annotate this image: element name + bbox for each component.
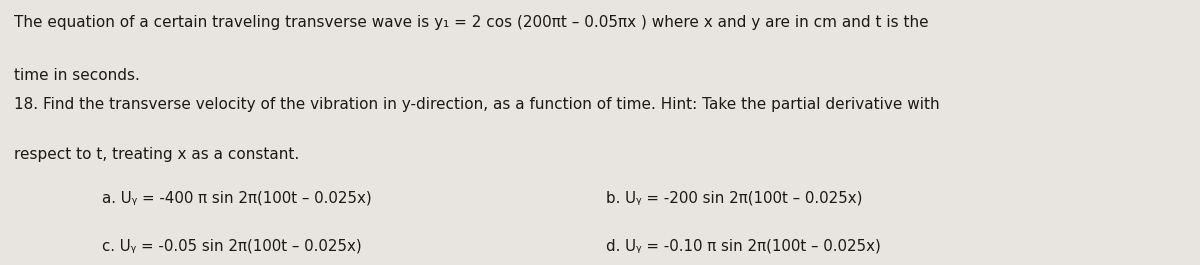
Text: d. Uᵧ = -0.10 π sin 2π(100t – 0.025x): d. Uᵧ = -0.10 π sin 2π(100t – 0.025x)	[606, 238, 881, 254]
Text: The equation of a certain traveling transverse wave is y₁ = 2 cos (200πt – 0.05π: The equation of a certain traveling tran…	[14, 15, 929, 30]
Text: c. Uᵧ = -0.05 sin 2π(100t – 0.025x): c. Uᵧ = -0.05 sin 2π(100t – 0.025x)	[102, 238, 361, 254]
Text: respect to t, treating x as a constant.: respect to t, treating x as a constant.	[14, 147, 300, 162]
Text: b. Uᵧ = -200 sin 2π(100t – 0.025x): b. Uᵧ = -200 sin 2π(100t – 0.025x)	[606, 191, 863, 206]
Text: a. Uᵧ = -400 π sin 2π(100t – 0.025x): a. Uᵧ = -400 π sin 2π(100t – 0.025x)	[102, 191, 372, 206]
Text: 18. Find the transverse velocity of the vibration in y-direction, as a function : 18. Find the transverse velocity of the …	[14, 97, 940, 112]
Text: time in seconds.: time in seconds.	[14, 68, 140, 83]
